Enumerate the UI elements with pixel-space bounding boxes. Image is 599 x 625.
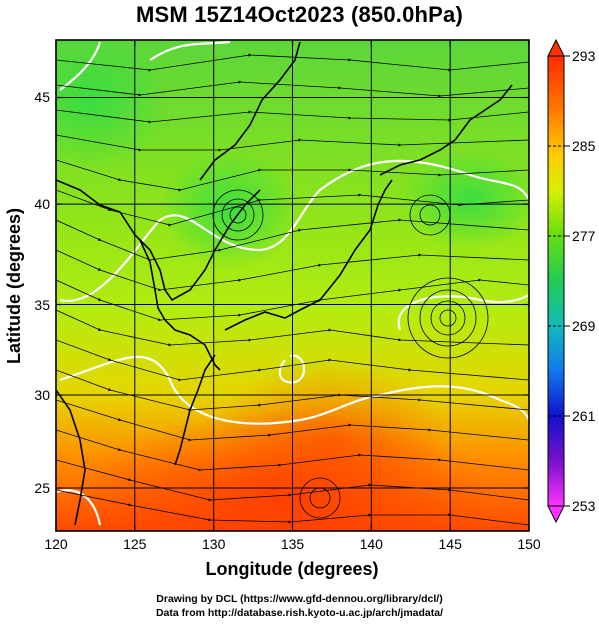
colorbar-tick-label: 285 [572, 138, 596, 154]
map-gridlines [56, 40, 529, 531]
x-tick-label: 120 [44, 536, 68, 552]
x-axis-label: Longitude (degrees) [205, 559, 378, 579]
x-tick-label: 150 [517, 536, 541, 552]
y-tick-label: 35 [34, 297, 50, 313]
credit-text: Drawing by DCL (https://www.gfd-dennou.o… [0, 592, 599, 620]
x-tick-label: 145 [439, 536, 463, 552]
temperature-field [56, 40, 529, 531]
x-tick-label: 125 [123, 536, 147, 552]
colorbar-tick-label: 277 [572, 228, 596, 244]
x-tick-label: 135 [281, 536, 305, 552]
colorbar-tick-label: 261 [572, 408, 596, 424]
figure-title: MSM 15Z14Oct2023 (850.0hPa) [136, 2, 463, 27]
x-tick-label: 140 [360, 536, 384, 552]
y-tick-label: 30 [34, 387, 50, 403]
y-axis-label: Latitude (degrees) [4, 208, 24, 364]
colorbar-tick-label: 293 [572, 48, 596, 64]
colorbar-min-arrow [547, 505, 565, 524]
colorbar-tick-label: 269 [572, 318, 596, 334]
y-tick-label: 25 [34, 480, 50, 496]
credit-line-drawing: Drawing by DCL (https://www.gfd-dennou.o… [156, 593, 443, 605]
colorbar: 293 285 277 269 261 253 [547, 38, 596, 524]
colorbar-tick-label: 253 [572, 498, 596, 514]
credit-line-data: Data from http://database.rish.kyoto-u.a… [155, 607, 444, 619]
x-axis-tick-labels: 120 125 130 135 140 145 150 [44, 536, 541, 552]
x-tick-label: 130 [202, 536, 226, 552]
y-tick-label: 45 [34, 89, 50, 105]
y-axis-tick-labels: 25 30 35 40 45 [34, 89, 50, 496]
colorbar-max-arrow [547, 38, 565, 57]
y-tick-label: 40 [34, 196, 50, 212]
